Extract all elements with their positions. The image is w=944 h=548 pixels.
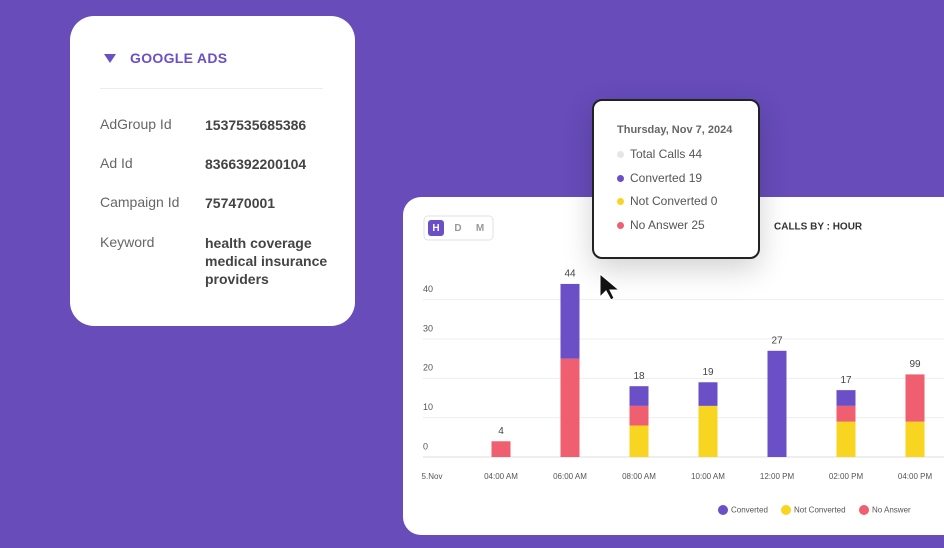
y-tick-label: 20 xyxy=(423,363,433,373)
bar-total-label: 27 xyxy=(771,335,783,346)
tooltip-item: No Answer 25 xyxy=(617,218,705,232)
cursor xyxy=(599,272,621,301)
bar-segment xyxy=(629,425,649,457)
tooltip-value: 44 xyxy=(688,147,703,161)
chart-title: CALLS BY : HOUR xyxy=(774,222,863,233)
bar-segment xyxy=(491,441,511,457)
bar-segment xyxy=(836,390,856,406)
bar-segment xyxy=(836,421,856,457)
tooltip-label: Converted xyxy=(630,170,686,185)
tooltip-dot xyxy=(617,174,624,182)
toggle-option[interactable]: M xyxy=(476,223,484,234)
tooltip-label: No Answer xyxy=(630,217,689,232)
bar-segment xyxy=(698,382,718,406)
tooltip-item: Total Calls 44 xyxy=(617,147,702,161)
x-tick-label: 02:00 PM xyxy=(829,472,864,481)
legend-label: Not Converted xyxy=(794,506,846,515)
bar-total-label: 17 xyxy=(840,375,852,386)
tooltip-dot xyxy=(617,151,624,159)
bar-segment xyxy=(836,405,856,422)
bar-total-label: 19 xyxy=(702,367,714,378)
ad-card: GOOGLE ADS AdGroup Id 1537535685386 Ad Id 8… xyxy=(70,16,355,326)
y-tick-label: 0 xyxy=(423,441,428,451)
y-tick-label: 10 xyxy=(423,402,433,412)
bar-segment xyxy=(905,421,925,457)
legend-dot xyxy=(859,505,869,515)
ad-row-value: 8366392200104 xyxy=(205,156,307,172)
toggle-option[interactable]: D xyxy=(454,223,461,234)
ad-row-label: Campaign Id xyxy=(100,194,180,210)
ad-row-value: health coverage medical insurance provid… xyxy=(205,235,328,287)
tooltip-value: 19 xyxy=(688,170,703,185)
tooltip: Thursday, Nov 7, 2024 Total Calls 44 Conv… xyxy=(592,99,760,259)
bar-segment xyxy=(698,405,718,457)
x-tick-label: 04:00 AM xyxy=(484,472,518,481)
ad-row-label: AdGroup Id xyxy=(100,116,172,132)
bar-total-label: 99 xyxy=(909,359,921,370)
x-tick-label: 08:00 AM xyxy=(622,472,656,481)
bar-total-label: 4 xyxy=(498,426,504,437)
bar-segment xyxy=(560,358,580,457)
ad-card-header[interactable]: GOOGLE ADS xyxy=(100,50,227,66)
x-tick-label: 10:00 AM xyxy=(691,472,725,481)
tooltip-item: Not Converted 0 xyxy=(617,194,717,208)
bar-total-label: 44 xyxy=(564,269,576,280)
tooltip-dot xyxy=(617,221,624,229)
x-tick-label: 04:00 PM xyxy=(898,472,933,481)
y-tick-label: 40 xyxy=(423,284,433,294)
legend-label: No Answer xyxy=(872,506,911,515)
ad-row-label: Keyword xyxy=(100,234,155,250)
divider xyxy=(100,88,323,89)
tooltip-value: 0 xyxy=(710,194,718,208)
x-tick-label: 06:00 AM xyxy=(553,472,587,481)
legend-label: Converted xyxy=(731,506,768,515)
ad-row-value: 1537535685386 xyxy=(205,117,307,133)
bar-segment xyxy=(629,405,649,426)
bar-segment xyxy=(560,283,580,359)
legend-dot xyxy=(781,505,791,515)
tooltip-dot xyxy=(617,198,624,206)
collapse-icon xyxy=(104,54,116,63)
tooltip-label: Not Converted xyxy=(630,194,708,208)
y-tick-label: 30 xyxy=(423,323,433,333)
bar-segment xyxy=(905,374,925,422)
bar-segment xyxy=(767,350,787,457)
ad-card-title: GOOGLE ADS xyxy=(130,50,228,66)
ad-row-value: 757470001 xyxy=(205,195,276,211)
bar-total-label: 18 xyxy=(633,371,645,382)
x-tick-label: 5.Nov xyxy=(422,472,443,481)
tooltip-value: 25 xyxy=(691,217,705,232)
legend-dot xyxy=(718,505,728,515)
x-tick-label: 12:00 PM xyxy=(760,472,795,481)
toggle-option[interactable]: H xyxy=(432,223,439,234)
tooltip-date: Thursday, Nov 7, 2024 xyxy=(617,124,733,136)
bar-segment xyxy=(629,386,649,406)
tooltip-item: Converted 19 xyxy=(617,171,702,185)
ad-row-label: Ad Id xyxy=(100,155,133,171)
toggle-active xyxy=(428,220,444,236)
chart: H D M CALLS BY : HOUR 0 10 20 30 40 5.Nov 04:00 AM… xyxy=(422,215,944,515)
tooltip-label: Total Calls xyxy=(630,147,686,161)
